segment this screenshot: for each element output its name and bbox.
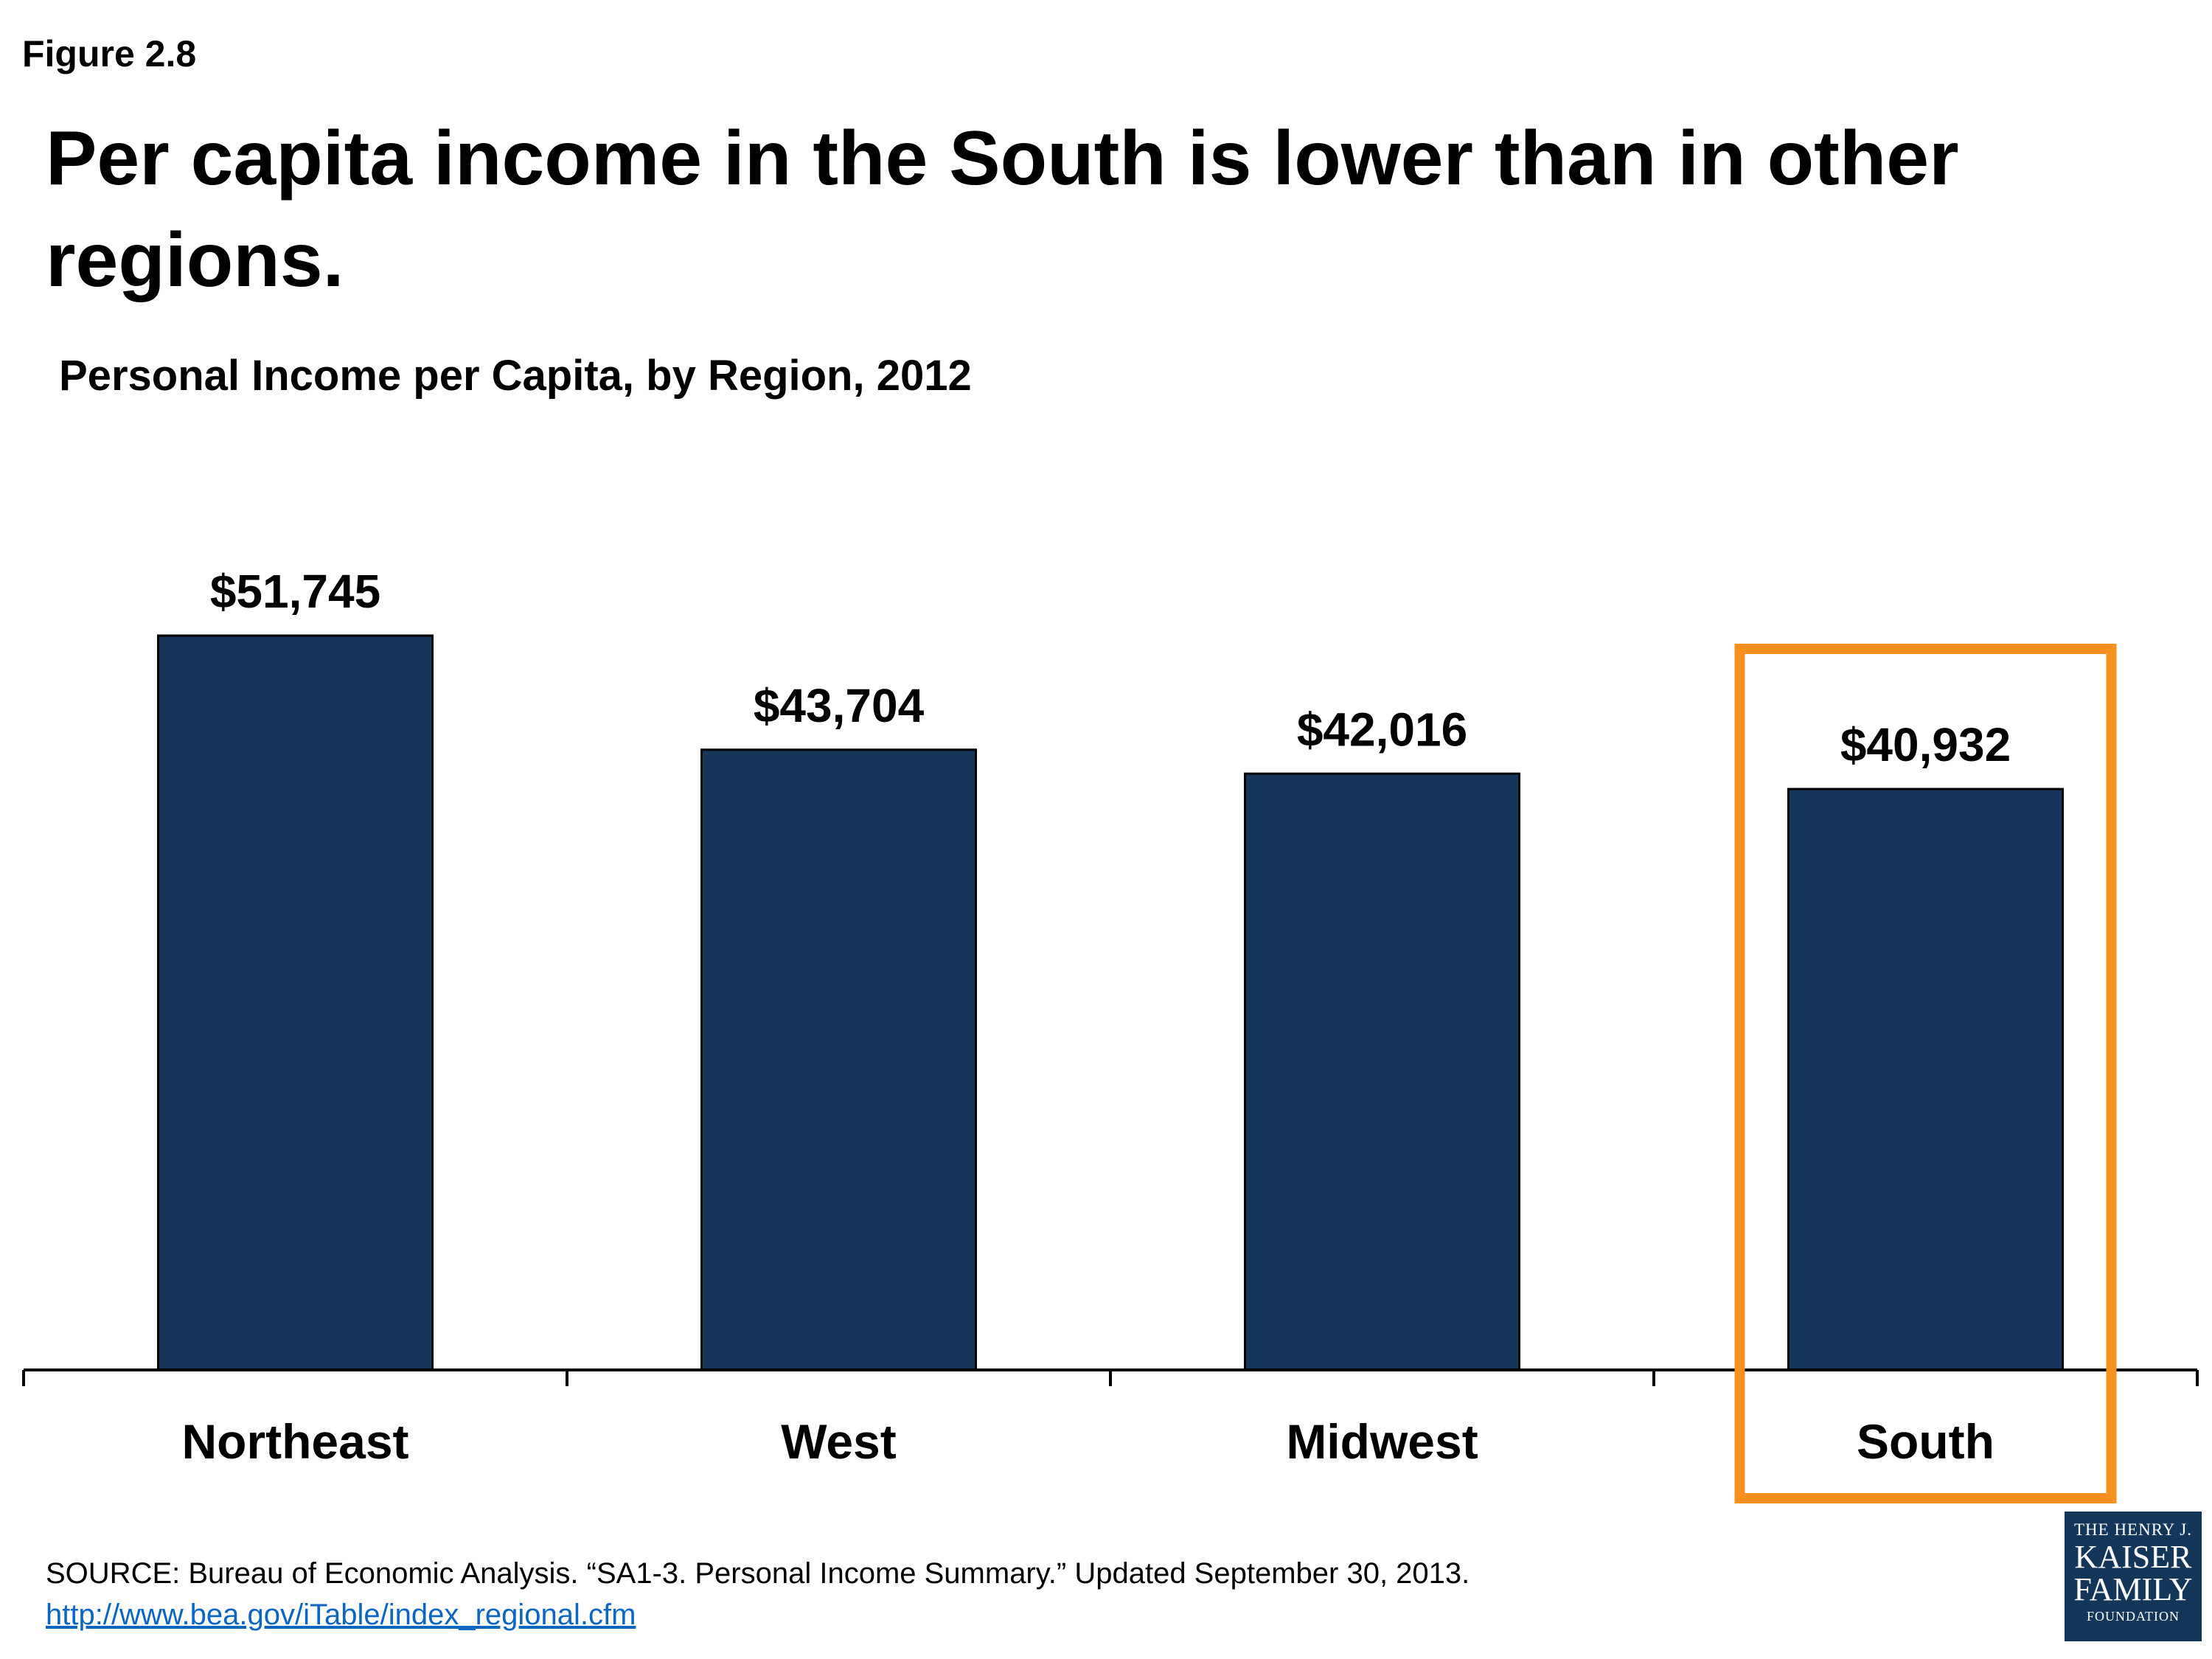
value-label-west: $43,704: [754, 679, 925, 732]
logo-line-4: FOUNDATION: [2087, 1609, 2180, 1624]
category-label-midwest: Midwest: [1286, 1414, 1478, 1469]
chart-title: Personal Income per Capita, by Region, 2…: [59, 352, 972, 400]
headline: Per capita income in the South is lower …: [46, 116, 1959, 303]
logo-line-1: THE HENRY J.: [2073, 1520, 2192, 1539]
category-label-northeast: Northeast: [181, 1414, 408, 1469]
kff-logo: THE HENRY J. KAISER FAMILY FOUNDATION: [2065, 1512, 2202, 1641]
bar-chart: $51,745 $43,704 $42,016 $40,932 Northeast We…: [22, 565, 2199, 1503]
category-label-south: South: [1857, 1414, 1994, 1469]
value-label-south: $40,932: [1840, 718, 2011, 771]
bar-midwest: [1244, 772, 1520, 1371]
category-label-west: West: [781, 1414, 897, 1469]
bar-west: [700, 748, 977, 1371]
bar-northeast: [157, 634, 434, 1371]
value-label-midwest: $42,016: [1297, 703, 1467, 756]
bar-south: [1787, 787, 2064, 1371]
logo-line-2: KAISER: [2074, 1539, 2192, 1575]
source-link[interactable]: http://www.bea.gov/iTable/index_regional…: [46, 1599, 636, 1631]
figure-label: Figure 2.8: [22, 33, 197, 74]
value-label-northeast: $51,745: [210, 565, 380, 618]
highlight-box: [1734, 644, 2117, 1503]
logo-line-3: FAMILY: [2073, 1571, 2193, 1607]
source-note: SOURCE: Bureau of Economic Analysis. “SA…: [46, 1553, 1470, 1635]
source-text: SOURCE: Bureau of Economic Analysis. “SA…: [46, 1557, 1470, 1590]
